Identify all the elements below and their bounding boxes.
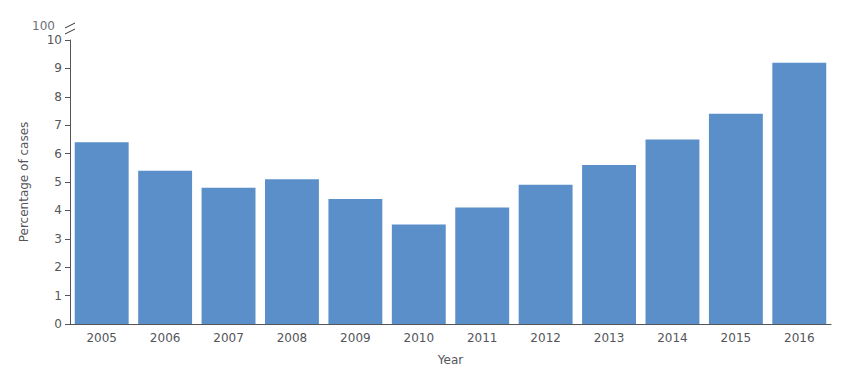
svg-text:2006: 2006 <box>150 331 181 345</box>
svg-text:8: 8 <box>54 90 62 104</box>
svg-text:2013: 2013 <box>594 331 625 345</box>
svg-text:2012: 2012 <box>530 331 561 345</box>
svg-text:2015: 2015 <box>721 331 752 345</box>
svg-text:100: 100 <box>32 19 55 33</box>
svg-text:2008: 2008 <box>277 331 308 345</box>
svg-text:2007: 2007 <box>213 331 244 345</box>
svg-text:4: 4 <box>54 203 62 217</box>
svg-text:3: 3 <box>54 232 62 246</box>
svg-text:2010: 2010 <box>404 331 435 345</box>
svg-text:0: 0 <box>54 317 62 331</box>
svg-text:5: 5 <box>54 175 62 189</box>
svg-text:Year: Year <box>437 353 463 367</box>
svg-text:2009: 2009 <box>340 331 371 345</box>
svg-text:2005: 2005 <box>86 331 117 345</box>
svg-text:2: 2 <box>54 260 62 274</box>
svg-text:2014: 2014 <box>657 331 688 345</box>
svg-text:10: 10 <box>47 33 62 47</box>
svg-text:7: 7 <box>54 118 62 132</box>
svg-text:2011: 2011 <box>467 331 498 345</box>
svg-text:9: 9 <box>54 61 62 75</box>
svg-text:1: 1 <box>54 289 62 303</box>
svg-text:Percentage of cases: Percentage of cases <box>17 122 31 243</box>
svg-text:6: 6 <box>54 147 62 161</box>
svg-text:2016: 2016 <box>784 331 815 345</box>
